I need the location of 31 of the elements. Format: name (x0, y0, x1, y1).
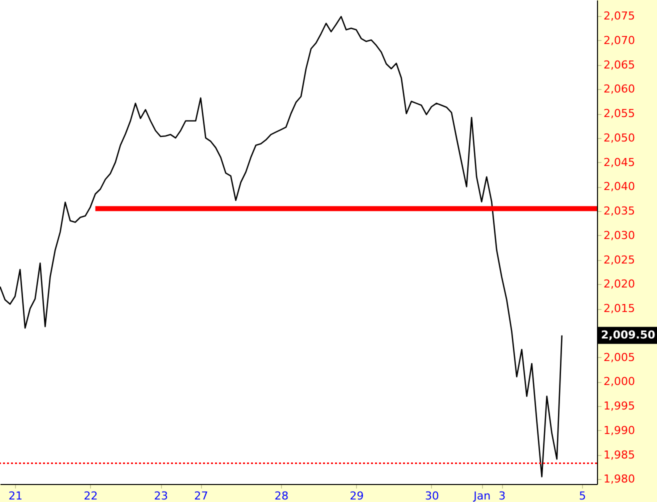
x-tick-label: 23 (154, 490, 168, 502)
x-tick-label: 5 (578, 490, 586, 502)
x-tick-label: 30 (424, 490, 439, 502)
y-tick-label: 2,075 (604, 10, 635, 23)
y-tick-label: 2,005 (604, 350, 635, 364)
y-tick-label: 2,030 (604, 228, 635, 242)
x-tick-label: 21 (8, 490, 23, 502)
x-tick-label: 27 (194, 490, 208, 502)
y-tick-label: 2,055 (604, 107, 635, 120)
y-tick-label: 2,065 (604, 58, 635, 72)
y-tick-label: 1,990 (604, 424, 635, 437)
x-tick-label: 22 (84, 490, 98, 502)
x-tick-label: Jan (472, 490, 491, 502)
y-tick-label: 2,050 (604, 131, 635, 144)
y-tick-label: 2,035 (604, 204, 635, 218)
x-tick-label: 28 (274, 490, 288, 502)
y-tick-label: 1,995 (604, 400, 635, 413)
y-tick-label: 2,040 (604, 180, 635, 194)
y-tick-label: 2,060 (604, 82, 635, 96)
y-tick-label: 2,025 (604, 253, 635, 266)
y-tick-label: 1,980 (604, 472, 635, 486)
y-tick-label: 2,000 (604, 375, 635, 388)
y-tick-label: 2,015 (604, 302, 635, 316)
x-tick-label: 29 (350, 490, 364, 502)
y-tick-label: 2,020 (604, 278, 635, 291)
y-tick-label: 2,045 (604, 156, 635, 169)
x-tick-label: 3 (498, 490, 506, 502)
line-series (0, 16, 563, 478)
y-tick-label: 1,985 (604, 448, 635, 462)
text: 2,009.50 (601, 328, 656, 342)
y-tick-label: 2,070 (604, 34, 635, 47)
